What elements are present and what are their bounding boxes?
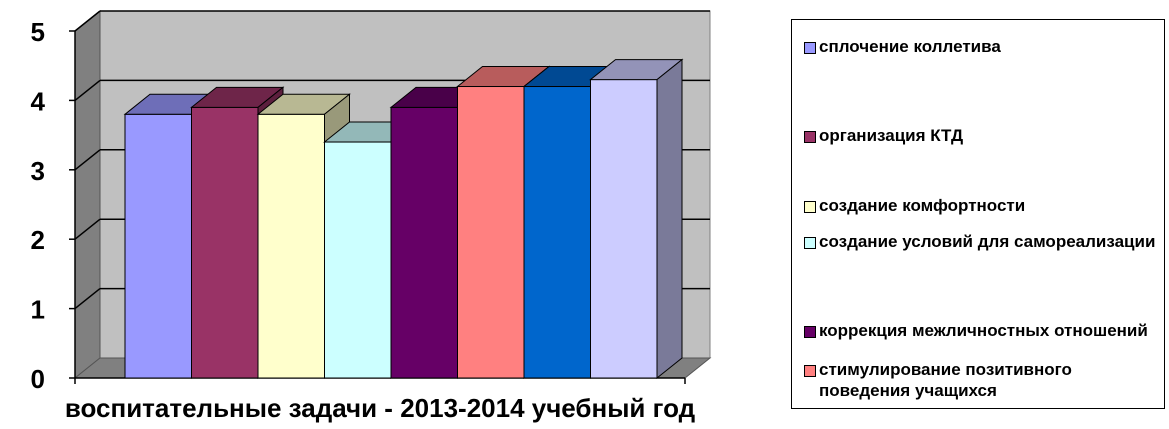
bar-4-front [324, 141, 392, 379]
legend-label: стимулирование позитивного поведения уча… [819, 360, 1072, 400]
legend-swatch [804, 131, 816, 143]
y-tick-label: 1 [31, 295, 45, 325]
x-axis-label: воспитательные задачи - 2013-2014 учебны… [64, 393, 696, 423]
legend-item: организация КТД [804, 125, 1159, 146]
legend-item: создание комфортности [804, 195, 1159, 216]
legend-swatch [804, 326, 816, 338]
y-tick-label: 5 [31, 17, 45, 47]
legend: сплочение коллетива организация КТД создан… [791, 19, 1165, 409]
legend-label: создание условий для самореализации [819, 232, 1156, 251]
legend-swatch [804, 237, 816, 249]
legend-swatch [804, 365, 816, 377]
gridline-side [74, 10, 101, 32]
gridline-side [74, 288, 101, 310]
gridline-side [74, 79, 101, 101]
bar-3-front [257, 113, 325, 379]
y-tick-label: 2 [31, 225, 45, 255]
legend-swatch [804, 201, 816, 213]
legend-item: сплочение коллетива [804, 36, 1159, 57]
y-tick-label: 4 [31, 86, 46, 116]
y-tick-label: 0 [31, 364, 45, 394]
legend-item: коррекция межличностных отношений [804, 320, 1159, 341]
legend-item: стимулирование позитивного поведения уча… [804, 359, 1159, 401]
bar-8-front [590, 79, 658, 379]
bar-8-side [656, 58, 683, 380]
plot-side-wall [74, 9, 101, 380]
bar-1-front [124, 113, 192, 379]
legend-label: организация КТД [819, 126, 964, 145]
y-tick-label: 3 [31, 156, 45, 186]
legend-label: создание комфортности [819, 196, 1026, 215]
legend-label: сплочение коллетива [819, 37, 1001, 56]
gridline-side [74, 218, 101, 240]
bar-6-front [457, 86, 525, 379]
legend-swatch [804, 42, 816, 54]
bar-5-front [390, 106, 458, 379]
legend-item: создание условий для самореализации [804, 231, 1159, 252]
bar-2-front [191, 106, 259, 379]
bar-7-front [523, 86, 591, 379]
gridline-side [74, 149, 101, 171]
legend-label: коррекция межличностных отношений [819, 321, 1148, 340]
